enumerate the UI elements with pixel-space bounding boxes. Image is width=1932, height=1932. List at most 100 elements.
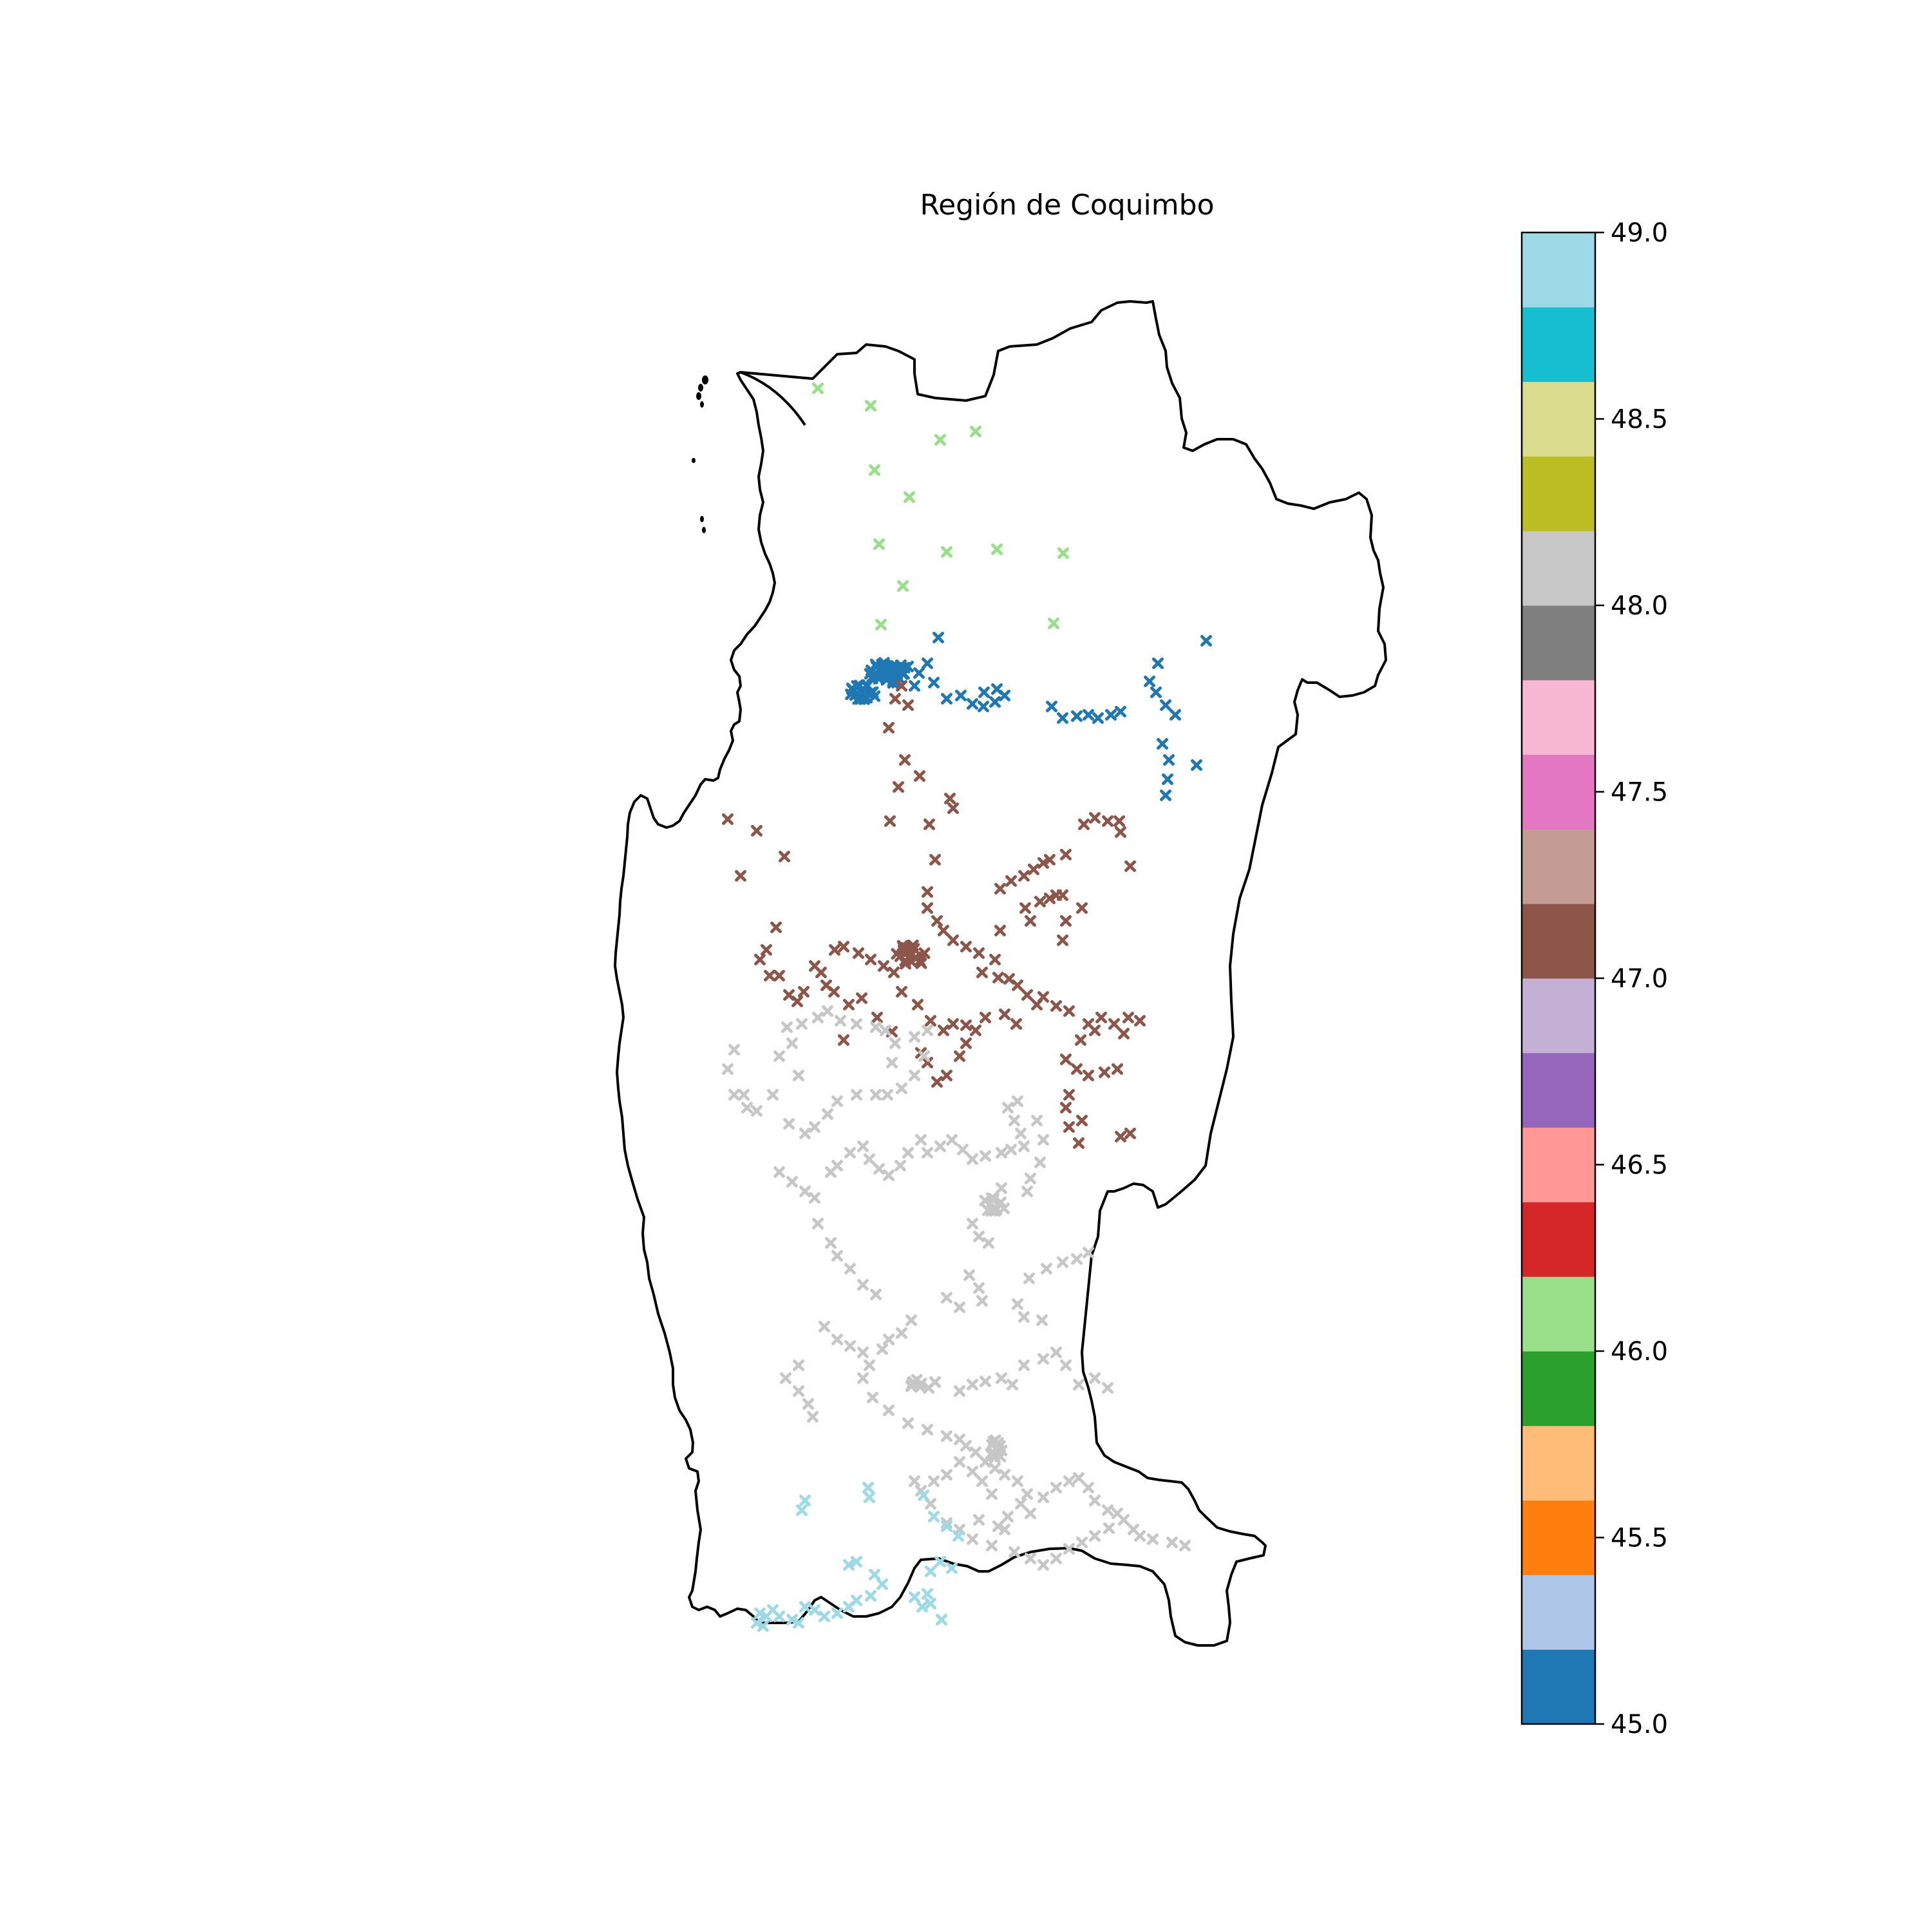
station-marker [989,1463,1001,1474]
colorbar-tick-label: 48.0 [1611,591,1668,621]
station-marker [902,661,914,672]
station-marker [1046,701,1057,712]
station-marker [1034,896,1046,907]
station-marker [865,687,877,699]
colorbar-tick-label: 49.0 [1611,218,1668,248]
station-marker [1057,1256,1068,1268]
station-marker [1105,709,1117,721]
station-marker [946,1134,958,1146]
colorbar-swatch [1522,232,1595,308]
station-marker [980,1012,991,1023]
station-marker [1102,1382,1113,1394]
station-marker [754,954,766,965]
station-marker [1071,1063,1083,1075]
station-marker [976,967,988,978]
station-marker [722,1063,734,1075]
colorbar-swatch [1522,754,1595,829]
station-marker [876,1578,888,1590]
station-marker [941,1520,952,1532]
station-marker [783,1118,795,1130]
station-marker [1134,1015,1146,1027]
station-marker [1034,1157,1046,1168]
station-marker [902,1147,914,1159]
station-marker [773,1050,785,1062]
station-marker [1083,1070,1094,1081]
station-marker [1018,870,1030,882]
station-marker [928,1511,940,1522]
colorbar-swatch [1522,605,1595,681]
station-marker [1179,1540,1191,1551]
station-marker [1076,1537,1088,1548]
station-marker [856,992,867,1004]
station-markers [722,383,1212,1632]
station-marker [1021,989,1033,1001]
station-marker [934,434,946,446]
station-marker [967,1466,978,1477]
station-marker [846,682,858,694]
station-marker [779,851,790,862]
station-marker [812,1012,824,1023]
station-marker [767,1089,779,1101]
station-marker [909,1031,920,1043]
station-marker [1060,1102,1072,1113]
station-marker [862,1482,874,1493]
station-marker [970,1446,981,1458]
station-marker [773,1166,785,1178]
station-marker [922,886,933,898]
map-title: Región de Coquimbo [920,189,1215,222]
station-marker [880,1025,891,1036]
station-marker [857,692,869,704]
station-marker [1007,1379,1018,1390]
station-marker [1037,857,1049,869]
station-marker [1134,1530,1146,1542]
station-marker [1025,915,1036,927]
station-marker [783,989,795,1001]
station-marker [796,1018,808,1030]
colorbar-tick-label: 45.5 [1611,1524,1668,1553]
station-marker [1005,1144,1017,1155]
station-marker [1060,849,1072,860]
station-marker [761,1611,772,1622]
station-marker [1050,1553,1062,1564]
station-marker [928,677,940,688]
station-marker [1060,915,1072,927]
station-marker [843,999,855,1010]
station-marker [754,1607,766,1619]
station-marker [1115,826,1126,838]
station-marker [1089,1530,1101,1542]
station-marker [1073,1472,1084,1484]
station-marker [967,698,978,710]
station-marker [938,1025,949,1036]
station-marker [925,1598,936,1609]
station-marker [1028,864,1039,875]
station-marker [1102,1504,1113,1516]
station-marker [941,693,952,705]
station-marker [857,1279,869,1291]
station-marker [1010,1018,1022,1030]
station-marker [728,1089,740,1101]
station-marker [1023,1273,1035,1284]
station-marker [798,986,810,998]
station-marker [884,815,896,827]
station-marker [1162,773,1173,785]
colorbar-swatch [1522,1052,1595,1128]
colorbar-tick-label: 46.5 [1611,1151,1668,1180]
station-marker [1118,1028,1130,1039]
station-marker [986,1540,998,1551]
station-marker [889,693,901,705]
station-marker [1012,1095,1023,1107]
station-marker [799,1495,811,1506]
station-marker [914,770,925,782]
station-marker [1021,1186,1033,1197]
station-marker [1015,1498,1027,1510]
station-marker [809,960,820,972]
station-marker [929,854,941,866]
station-marker [853,947,864,959]
station-marker [875,661,887,673]
station-marker [992,972,1004,983]
station-marker [799,1128,811,1139]
station-marker [987,1204,999,1216]
station-marker [802,1398,814,1410]
station-marker [864,1359,875,1371]
